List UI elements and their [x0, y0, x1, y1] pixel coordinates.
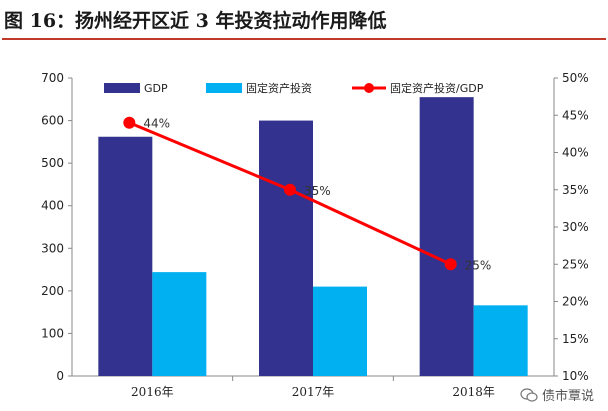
y-right-tick-label: 45%	[562, 108, 589, 122]
title-rule	[2, 38, 606, 40]
line-ratio-point	[444, 258, 457, 271]
y-right-tick-label: 25%	[562, 257, 589, 271]
y-right-tick-label: 10%	[562, 369, 589, 383]
x-tick-label: 2018年	[452, 385, 495, 399]
bar-investment-2017年	[313, 286, 367, 376]
bar-investment-2016年	[152, 272, 207, 376]
y-left-tick-label: 400	[41, 199, 64, 213]
y-left-tick-label: 700	[41, 71, 64, 85]
watermark-text: 债市覃说	[541, 389, 594, 404]
y-right-tick-label: 30%	[562, 220, 589, 234]
y-right-tick-label: 15%	[562, 332, 589, 346]
y-left-tick-label: 100	[41, 326, 64, 340]
y-left-tick-label: 600	[41, 114, 64, 128]
watermark: 债市覃说	[520, 385, 594, 404]
x-tick-label: 2017年	[292, 385, 335, 399]
wechat-icon	[520, 387, 538, 402]
y-left-tick-label: 0	[56, 369, 64, 383]
legend-gdp-label: GDP	[144, 82, 168, 95]
bar-gdp-2018年	[419, 97, 474, 377]
y-right-tick-label: 50%	[562, 71, 589, 85]
y-left-tick-label: 200	[41, 284, 64, 298]
legend-ratio-label: 固定资产投资/GDP	[390, 81, 484, 95]
legend-investment-swatch	[206, 83, 242, 93]
y-left-tick-label: 300	[41, 241, 64, 255]
line-ratio-point	[284, 183, 296, 196]
chart-title: 图 16：扬州经开区近 3 年投资拉动作用降低	[4, 10, 387, 32]
y-right-tick-label: 35%	[562, 183, 589, 197]
line-ratio-label: 35%	[304, 184, 331, 198]
y-left-tick-label: 500	[41, 156, 64, 170]
legend-investment-label: 固定资产投资	[246, 81, 312, 95]
legend-ratio-marker	[364, 83, 374, 93]
bar-investment-2018年	[473, 305, 528, 376]
line-ratio-point	[123, 116, 136, 129]
line-ratio-label: 25%	[465, 258, 492, 272]
line-ratio-label: 44%	[143, 117, 170, 131]
x-tick-label: 2016年	[131, 385, 174, 399]
y-right-tick-label: 40%	[562, 146, 589, 160]
bar-gdp-2016年	[98, 136, 153, 376]
legend-gdp-swatch	[104, 83, 140, 93]
bar-gdp-2017年	[259, 120, 313, 376]
y-right-tick-label: 20%	[562, 295, 589, 309]
